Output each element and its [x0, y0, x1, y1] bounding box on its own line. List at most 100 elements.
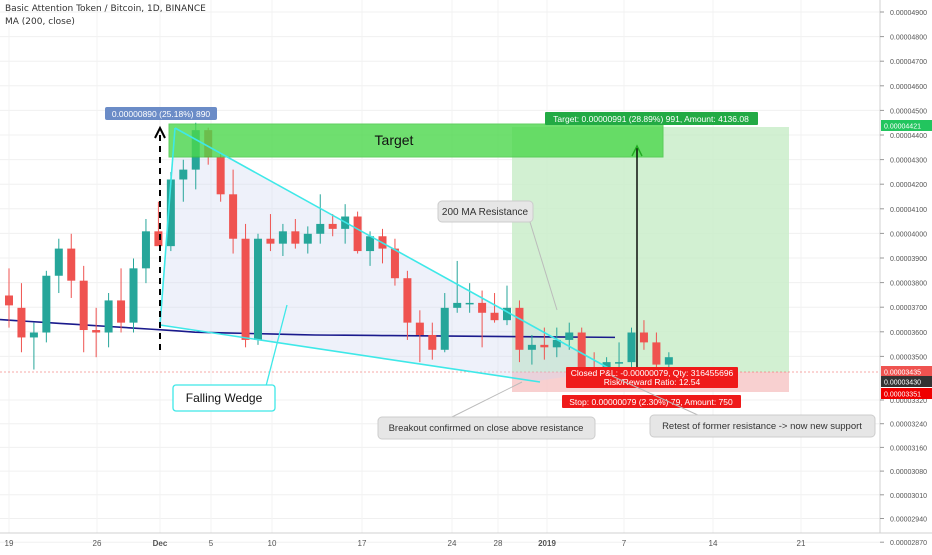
symbol-title: Basic Attention Token / Bitcoin, 1D, BIN…: [5, 4, 206, 14]
candle-body[interactable]: [602, 362, 611, 370]
wedge-fill: [160, 128, 612, 381]
candle-body[interactable]: [540, 344, 549, 348]
candle-body[interactable]: [117, 300, 126, 323]
wedge-lower-line[interactable]: [159, 324, 541, 383]
move-label-box: [105, 107, 217, 120]
candle-body[interactable]: [216, 157, 225, 195]
measure-arrow-head: [154, 125, 166, 139]
candle-body[interactable]: [490, 312, 499, 321]
x-axis: 19 26 Dec 5 10 17 24 28 2019 7 14 21: [5, 539, 806, 548]
y-axis: 0.00004900 0.00004800 0.00004700 0.00004600…: [880, 10, 927, 547]
candle-body[interactable]: [465, 302, 474, 305]
candle-body[interactable]: [353, 216, 362, 252]
y-tick-label: 0.00004600: [890, 84, 927, 91]
candle-body[interactable]: [440, 307, 449, 350]
candle-body[interactable]: [390, 248, 399, 279]
candle-body[interactable]: [67, 248, 76, 281]
candle-body[interactable]: [5, 295, 13, 306]
candle-body[interactable]: [615, 362, 624, 364]
price-tag-label: 0.00003351: [884, 392, 921, 399]
candle-body[interactable]: [652, 342, 661, 365]
x-tick-label: 17: [358, 539, 367, 548]
x-tick-label: 7: [622, 539, 627, 548]
candle-body[interactable]: [241, 238, 250, 340]
candle-body[interactable]: [54, 248, 63, 276]
y-tick-label: 0.00003500: [890, 354, 927, 361]
retest-callout-box[interactable]: [649, 414, 876, 438]
x-tick-label: 19: [5, 539, 14, 548]
candle-body[interactable]: [627, 332, 636, 363]
candle-body[interactable]: [166, 179, 175, 247]
candle-body[interactable]: [577, 332, 586, 368]
ma-callout-box[interactable]: [437, 200, 534, 223]
ma-callout-pointer: [529, 221, 558, 311]
candle-body[interactable]: [266, 238, 275, 244]
y-tick-label: 0.00003700: [890, 305, 927, 312]
y-tick-label: 0.00002940: [890, 517, 927, 524]
candle-body[interactable]: [154, 231, 163, 247]
wedge-upper-line[interactable]: [174, 127, 613, 371]
x-tick-label: 5: [209, 539, 214, 548]
y-tick-label: 0.00003240: [890, 422, 927, 429]
candle-body[interactable]: [291, 231, 300, 244]
breakout-callout-label: Breakout confirmed on close above resist…: [389, 423, 584, 434]
y-tick-label: 0.00003160: [890, 445, 927, 452]
y-tick-label: 0.00003320: [890, 398, 927, 405]
candle-body[interactable]: [552, 339, 561, 348]
target-zone[interactable]: [168, 123, 664, 158]
y-tick-label: 0.00003010: [890, 493, 927, 500]
y-tick-label: 0.00004800: [890, 35, 927, 42]
price-tags: 0.00004421 0.00003435 0.00003430 0.00003351: [881, 120, 932, 399]
candle-body[interactable]: [565, 332, 574, 340]
candle-body[interactable]: [42, 275, 51, 333]
wedge-callout-label: Falling Wedge: [186, 391, 263, 405]
price-tag-label: 0.00003430: [884, 380, 921, 387]
ma-callout-label: 200 MA Resistance: [442, 207, 529, 218]
candle-body[interactable]: [141, 231, 150, 269]
candle-body[interactable]: [527, 344, 536, 350]
y-tick-label: 0.00004400: [890, 133, 927, 140]
target-zone-label: Target: [375, 132, 414, 148]
candle-body[interactable]: [129, 268, 138, 323]
candle-body[interactable]: [229, 194, 238, 239]
price-tag-label: 0.00004421: [884, 124, 921, 131]
candle-body[interactable]: [17, 307, 26, 338]
y-tick-label: 0.00004200: [890, 182, 927, 189]
x-tick-label: 26: [93, 539, 102, 548]
candle-body[interactable]: [428, 334, 437, 350]
wedge-left-line[interactable]: [159, 127, 176, 326]
y-tick-label: 0.00003080: [890, 469, 927, 476]
price-tag: [881, 366, 932, 377]
ma200-line: [0, 318, 616, 339]
breakout-callout-box[interactable]: [377, 416, 596, 440]
candle-body[interactable]: [179, 169, 188, 180]
y-tick-label: 0.00003600: [890, 330, 927, 337]
candle-body[interactable]: [639, 332, 648, 343]
candle-body[interactable]: [453, 302, 462, 308]
candle-body[interactable]: [254, 238, 262, 340]
position-closed-label: Closed P&L: -0.00000079, Qty: 316455696: [571, 368, 734, 378]
candle-body[interactable]: [503, 307, 511, 321]
candle-body[interactable]: [664, 357, 673, 365]
wedge-callout-box[interactable]: [172, 384, 276, 412]
position-target-label: Target: 0.00000991 (28.89%) 991, Amount:…: [553, 114, 749, 124]
candle-body[interactable]: [478, 302, 487, 313]
candle-body[interactable]: [92, 330, 101, 333]
candle-body[interactable]: [29, 332, 38, 338]
candle-body[interactable]: [366, 236, 375, 252]
candle-body[interactable]: [278, 231, 287, 244]
candle-body[interactable]: [515, 307, 524, 350]
retest-callout-pointer: [611, 375, 701, 417]
candle-body[interactable]: [303, 233, 312, 244]
candle-body[interactable]: [328, 223, 337, 229]
retest-callout-label: Retest of former resistance -> now new s…: [662, 421, 862, 432]
position-ratio-label: Risk/Reward Ratio: 12.54: [604, 377, 701, 387]
price-tag: [881, 376, 932, 387]
candle-body[interactable]: [79, 280, 88, 331]
candle-body[interactable]: [316, 223, 325, 234]
candle-body[interactable]: [403, 278, 412, 323]
candle-body[interactable]: [415, 322, 424, 335]
candle-body[interactable]: [104, 300, 113, 333]
